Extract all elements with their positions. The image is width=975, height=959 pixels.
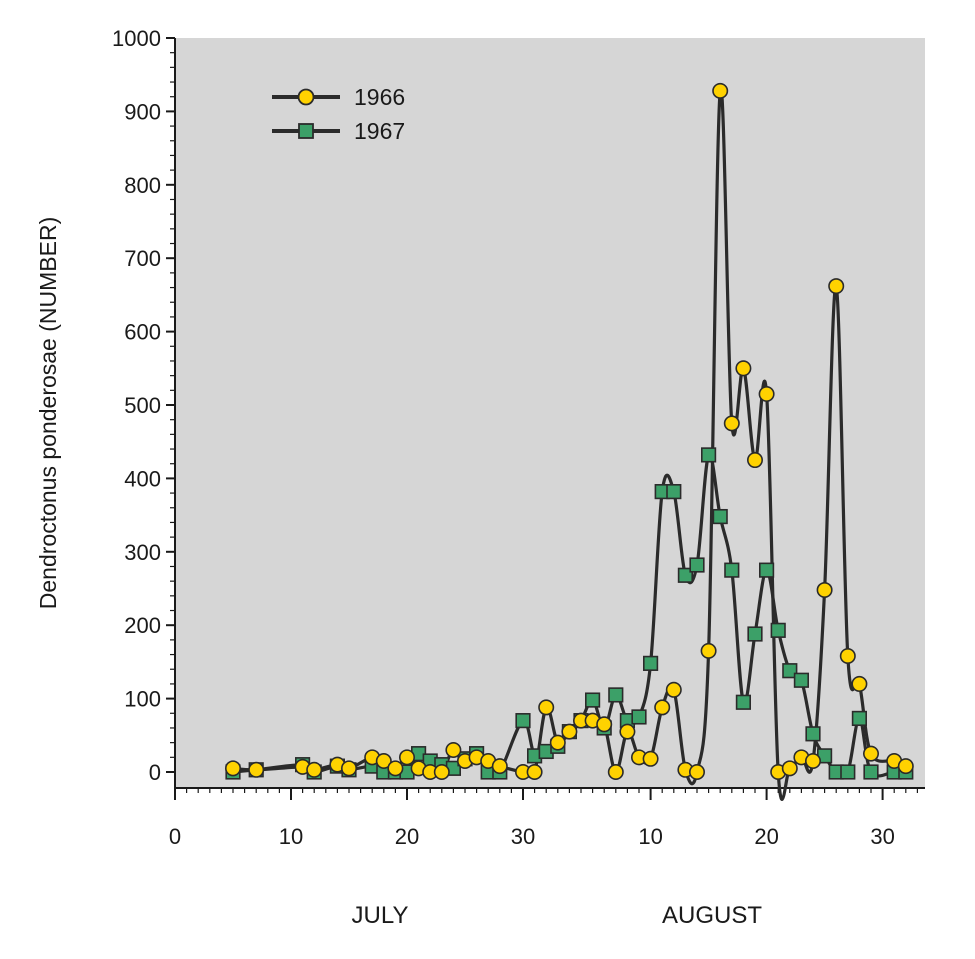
data-point-1966	[746, 452, 763, 469]
data-point-1967	[642, 655, 659, 671]
y-tick-label: 600	[124, 320, 161, 345]
data-point-1966	[839, 648, 856, 665]
data-point-1966	[862, 745, 879, 762]
legend-label-1967: 1967	[354, 118, 405, 144]
y-tick-label: 400	[124, 466, 161, 491]
data-point-1966	[607, 763, 624, 780]
data-point-1966	[688, 763, 705, 780]
y-tick-label: 1000	[112, 26, 161, 51]
data-point-1966	[561, 723, 578, 740]
data-point-1966	[225, 760, 242, 777]
axes: 0 100 200 300 400 500 600 700 800 900 1000 0 10 20 30 1…	[112, 26, 925, 849]
data-point-1967	[793, 672, 809, 688]
data-point-1966	[816, 581, 833, 598]
y-tick-label: 800	[124, 173, 161, 198]
data-point-1966	[804, 752, 821, 769]
data-point-1966	[654, 699, 671, 716]
legend: 1966 1967	[272, 84, 405, 144]
data-point-1966	[781, 760, 798, 777]
data-point-1966	[828, 278, 845, 295]
data-point-1966	[549, 734, 566, 751]
y-tick-label: 200	[124, 613, 161, 638]
data-point-1966	[642, 750, 659, 767]
data-point-1966	[445, 741, 462, 758]
y-axis-title: Dendroctonus ponderosae (NUMBER)	[35, 217, 61, 609]
data-point-1966	[619, 723, 636, 740]
data-point-1967	[805, 726, 821, 742]
data-point-1966	[375, 752, 392, 769]
data-point-1967	[724, 562, 740, 578]
x-tick-label: 20	[754, 824, 778, 849]
x-tick-label: 10	[279, 824, 303, 849]
data-point-1966	[735, 360, 752, 377]
x-tick-label: 30	[870, 824, 894, 849]
data-point-1966	[306, 761, 323, 778]
series-layer	[225, 82, 914, 801]
x-tick-label: 10	[638, 824, 662, 849]
legend-label-1966: 1966	[354, 84, 405, 110]
data-point-1967	[851, 710, 867, 727]
data-point-1966	[700, 642, 717, 659]
data-point-1967	[677, 567, 693, 583]
data-point-1967	[770, 622, 786, 638]
y-tick-label: 500	[124, 393, 161, 418]
data-point-1967	[584, 692, 601, 708]
data-point-1966	[387, 760, 404, 777]
x-tick-label: 0	[169, 824, 181, 849]
data-point-1966	[596, 716, 613, 733]
y-tick-label: 100	[124, 687, 161, 712]
y-tick-label: 300	[124, 540, 161, 565]
data-point-1967	[712, 508, 728, 525]
data-point-1966	[340, 760, 357, 777]
month-label-august: AUGUST	[662, 902, 762, 929]
y-tick-label: 700	[124, 246, 161, 271]
data-point-1966	[758, 385, 775, 402]
data-point-1967	[863, 764, 879, 780]
month-label-july: JULY	[352, 902, 409, 929]
x-tick-label: 30	[511, 824, 535, 849]
data-point-1967	[735, 694, 751, 710]
data-point-1966	[248, 761, 265, 778]
y-tick-label: 900	[124, 99, 161, 124]
data-point-1967	[666, 484, 682, 500]
data-point-1966	[665, 681, 682, 698]
data-point-1966	[538, 699, 555, 716]
data-point-1967	[758, 562, 775, 578]
data-point-1967	[700, 447, 717, 463]
plot-area	[175, 38, 925, 788]
data-point-1967	[840, 764, 856, 780]
legend-marker-1966	[297, 88, 315, 106]
data-point-1966	[897, 758, 914, 775]
data-point-1966	[712, 82, 729, 99]
data-point-1966	[433, 763, 450, 780]
data-point-1966	[723, 415, 740, 432]
legend-marker-1967	[298, 123, 314, 139]
data-point-1966	[398, 749, 415, 766]
data-point-1967	[515, 713, 531, 729]
data-point-1967	[747, 626, 763, 642]
x-tick-label: 20	[395, 824, 419, 849]
data-point-1967	[608, 687, 624, 703]
data-point-1967	[689, 557, 705, 573]
data-point-1967	[631, 709, 647, 725]
y-tick-label: 0	[149, 760, 161, 785]
data-point-1966	[491, 758, 508, 775]
data-point-1966	[851, 675, 868, 692]
data-point-1967	[782, 663, 798, 679]
data-point-1966	[526, 763, 543, 780]
